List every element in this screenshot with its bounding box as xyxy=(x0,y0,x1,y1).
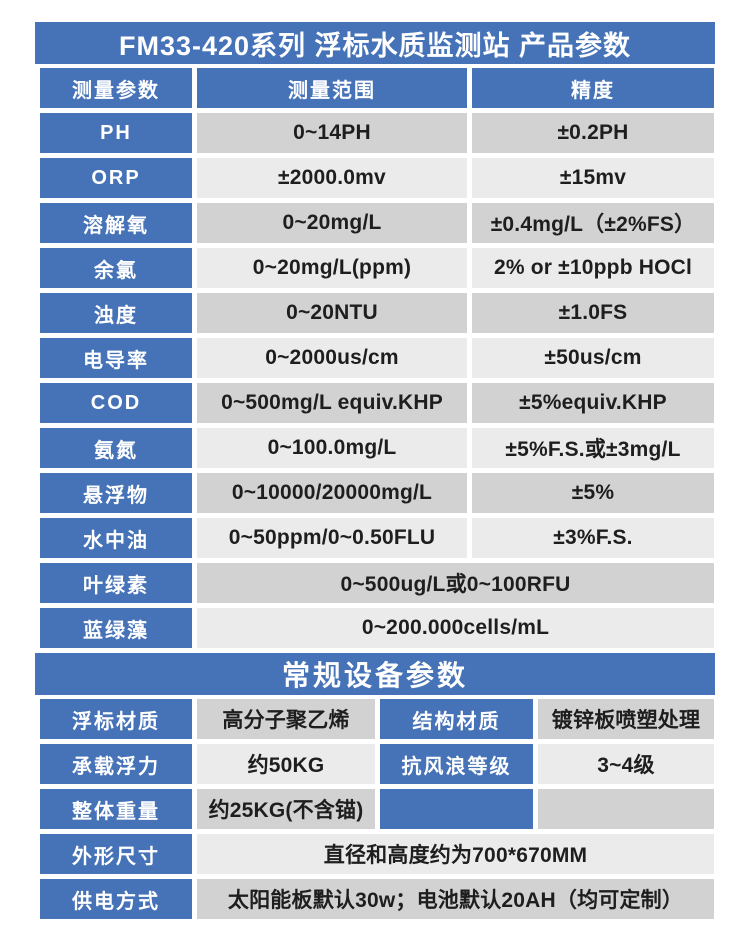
range-cell: 0~14PH xyxy=(197,113,467,153)
header-param: 测量参数 xyxy=(40,68,192,108)
device-row-total-weight: 整体重量 约25KG(不含锚) xyxy=(40,789,715,829)
value-cell: 镀锌板喷塑处理 xyxy=(538,699,714,739)
empty-gray-cell xyxy=(538,789,714,829)
table-header-row: 测量参数 测量范围 精度 xyxy=(40,68,715,108)
range-cell: 0~10000/20000mg/L xyxy=(197,473,467,513)
value-cell: 约25KG(不含锚) xyxy=(197,789,375,829)
table-row-conductivity: 电导率 0~2000us/cm ±50us/cm xyxy=(40,338,715,378)
device-row-power-supply: 供电方式 太阳能板默认30w；电池默认20AH（均可定制） xyxy=(40,879,715,919)
label-cell: 外形尺寸 xyxy=(40,834,192,874)
param-cell: 蓝绿藻 xyxy=(40,608,192,648)
accuracy-cell: ±15mv xyxy=(472,158,714,198)
measurement-table: 测量参数 测量范围 精度 PH 0~14PH ±0.2PH ORP ±2000.… xyxy=(40,68,715,648)
value-cell: 约50KG xyxy=(197,744,375,784)
value-cell: 3~4级 xyxy=(538,744,714,784)
merged-range-cell: 0~500ug/L或0~100RFU xyxy=(197,563,714,603)
device-row-buoyancy: 承载浮力 约50KG 抗风浪等级 3~4级 xyxy=(40,744,715,784)
range-cell: ±2000.0mv xyxy=(197,158,467,198)
section-header-device-params: 常规设备参数 xyxy=(35,653,715,695)
table-row-turbidity: 浊度 0~20NTU ±1.0FS xyxy=(40,293,715,333)
label-cell: 抗风浪等级 xyxy=(380,744,533,784)
label-cell: 承载浮力 xyxy=(40,744,192,784)
range-cell: 0~500mg/L equiv.KHP xyxy=(197,383,467,423)
accuracy-cell: ±0.2PH xyxy=(472,113,714,153)
range-cell: 0~50ppm/0~0.50FLU xyxy=(197,518,467,558)
table-row-dissolved-oxygen: 溶解氧 0~20mg/L ±0.4mg/L（±2%FS） xyxy=(40,203,715,243)
param-cell: PH xyxy=(40,113,192,153)
label-cell: 整体重量 xyxy=(40,789,192,829)
spec-sheet: FM33-420系列 浮标水质监测站 产品参数 测量参数 测量范围 精度 PH … xyxy=(35,0,715,919)
table-row-residual-chlorine: 余氯 0~20mg/L(ppm) 2% or ±10ppb HOCl xyxy=(40,248,715,288)
table-row-cod: COD 0~500mg/L equiv.KHP ±5%equiv.KHP xyxy=(40,383,715,423)
table-row-suspended-solids: 悬浮物 0~10000/20000mg/L ±5% xyxy=(40,473,715,513)
param-cell: 电导率 xyxy=(40,338,192,378)
range-cell: 0~20mg/L xyxy=(197,203,467,243)
value-cell: 太阳能板默认30w；电池默认20AH（均可定制） xyxy=(197,879,714,919)
param-cell: 叶绿素 xyxy=(40,563,192,603)
empty-blue-cell xyxy=(380,789,533,829)
value-cell: 高分子聚乙烯 xyxy=(197,699,375,739)
label-cell: 供电方式 xyxy=(40,879,192,919)
param-cell: 溶解氧 xyxy=(40,203,192,243)
table-row-orp: ORP ±2000.0mv ±15mv xyxy=(40,158,715,198)
param-cell: ORP xyxy=(40,158,192,198)
accuracy-cell: 2% or ±10ppb HOCl xyxy=(472,248,714,288)
device-table: 浮标材质 高分子聚乙烯 结构材质 镀锌板喷塑处理 承载浮力 约50KG 抗风浪等… xyxy=(40,699,715,919)
table-row-blue-green-algae: 蓝绿藻 0~200.000cells/mL xyxy=(40,608,715,648)
device-row-dimensions: 外形尺寸 直径和高度约为700*670MM xyxy=(40,834,715,874)
accuracy-cell: ±1.0FS xyxy=(472,293,714,333)
param-cell: 余氯 xyxy=(40,248,192,288)
label-cell: 结构材质 xyxy=(380,699,533,739)
table-row-ph: PH 0~14PH ±0.2PH xyxy=(40,113,715,153)
table-row-chlorophyll: 叶绿素 0~500ug/L或0~100RFU xyxy=(40,563,715,603)
accuracy-cell: ±5%equiv.KHP xyxy=(472,383,714,423)
range-cell: 0~20mg/L(ppm) xyxy=(197,248,467,288)
param-cell: 氨氮 xyxy=(40,428,192,468)
header-range: 测量范围 xyxy=(197,68,467,108)
page-title: FM33-420系列 浮标水质监测站 产品参数 xyxy=(35,22,715,64)
accuracy-cell: ±3%F.S. xyxy=(472,518,714,558)
param-cell: 水中油 xyxy=(40,518,192,558)
param-cell: 悬浮物 xyxy=(40,473,192,513)
range-cell: 0~20NTU xyxy=(197,293,467,333)
device-row-buoy-material: 浮标材质 高分子聚乙烯 结构材质 镀锌板喷塑处理 xyxy=(40,699,715,739)
value-cell: 直径和高度约为700*670MM xyxy=(197,834,714,874)
table-row-oil-in-water: 水中油 0~50ppm/0~0.50FLU ±3%F.S. xyxy=(40,518,715,558)
merged-range-cell: 0~200.000cells/mL xyxy=(197,608,714,648)
param-cell: 浊度 xyxy=(40,293,192,333)
accuracy-cell: ±50us/cm xyxy=(472,338,714,378)
param-cell: COD xyxy=(40,383,192,423)
table-row-ammonia: 氨氮 0~100.0mg/L ±5%F.S.或±3mg/L xyxy=(40,428,715,468)
accuracy-cell: ±5%F.S.或±3mg/L xyxy=(472,428,714,468)
header-accuracy: 精度 xyxy=(472,68,714,108)
label-cell: 浮标材质 xyxy=(40,699,192,739)
accuracy-cell: ±5% xyxy=(472,473,714,513)
range-cell: 0~2000us/cm xyxy=(197,338,467,378)
accuracy-cell: ±0.4mg/L（±2%FS） xyxy=(472,203,714,243)
range-cell: 0~100.0mg/L xyxy=(197,428,467,468)
